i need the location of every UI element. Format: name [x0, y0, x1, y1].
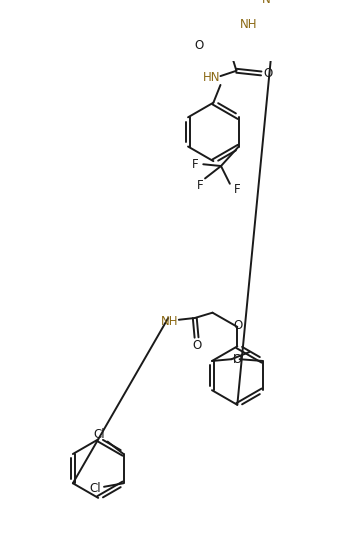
Text: F: F [234, 182, 240, 196]
Text: O: O [232, 353, 241, 366]
Text: N: N [262, 0, 271, 7]
Text: O: O [192, 339, 201, 352]
Text: F: F [197, 179, 204, 192]
Text: F: F [192, 158, 198, 171]
Text: O: O [234, 318, 243, 332]
Text: O: O [264, 67, 273, 80]
Text: I: I [233, 353, 236, 366]
Text: Cl: Cl [89, 482, 101, 495]
Text: NH: NH [161, 315, 179, 328]
Text: Cl: Cl [93, 428, 104, 441]
Text: NH: NH [240, 18, 258, 31]
Text: HN: HN [203, 71, 220, 84]
Text: O: O [195, 39, 204, 53]
